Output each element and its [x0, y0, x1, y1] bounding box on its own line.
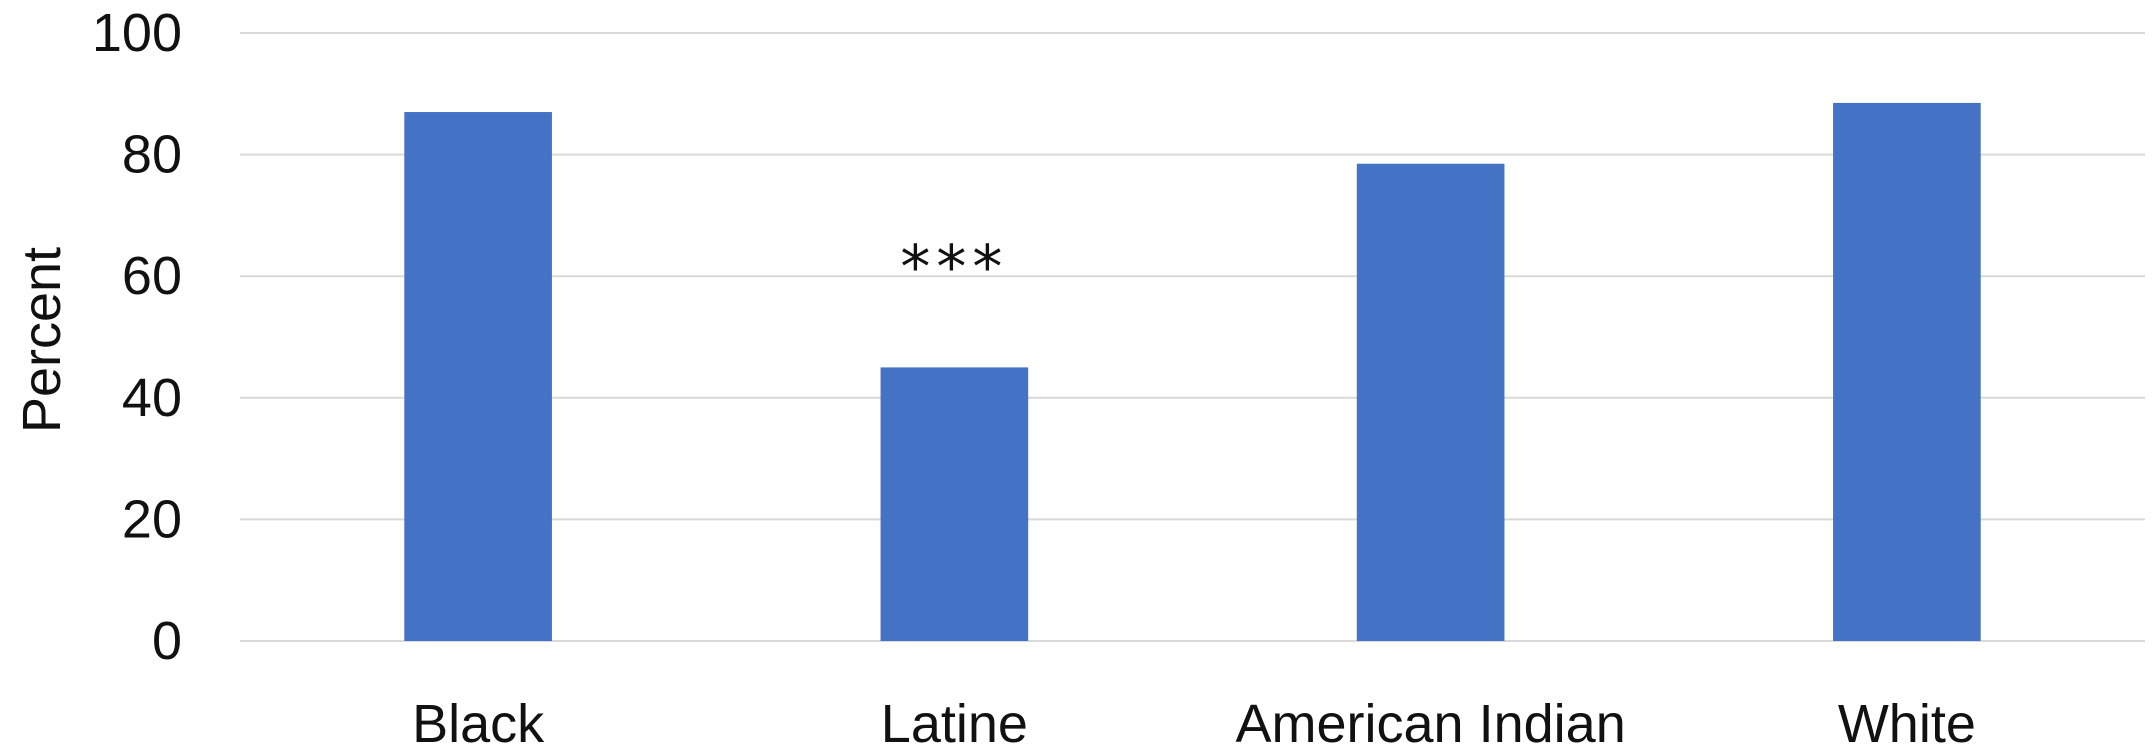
y-tick-label: 20 [122, 489, 182, 549]
y-tick-label: 0 [152, 611, 182, 671]
bar-white [1833, 102, 1981, 642]
bars [404, 102, 1981, 642]
bar-black [404, 112, 552, 642]
x-category-label: Black [412, 694, 545, 748]
bar-american-indian [1356, 163, 1505, 641]
y-tick-label: 60 [122, 246, 182, 306]
x-category-label: American Indian [1236, 694, 1626, 748]
x-axis-labels: Black Latine American Indian White [412, 694, 1976, 748]
annotations: *** [900, 232, 1008, 302]
y-tick-label: 100 [92, 3, 182, 63]
y-axis-title: Percent [12, 247, 72, 433]
gridlines [240, 32, 2145, 642]
y-axis-ticks: 0 20 40 60 80 100 [92, 3, 182, 671]
x-category-label: Latine [881, 694, 1028, 748]
y-tick-label: 80 [122, 125, 182, 185]
y-tick-label: 40 [122, 368, 182, 428]
bar-latine [880, 367, 1029, 641]
significance-annotation: *** [900, 232, 1008, 302]
x-category-label: White [1838, 694, 1976, 748]
